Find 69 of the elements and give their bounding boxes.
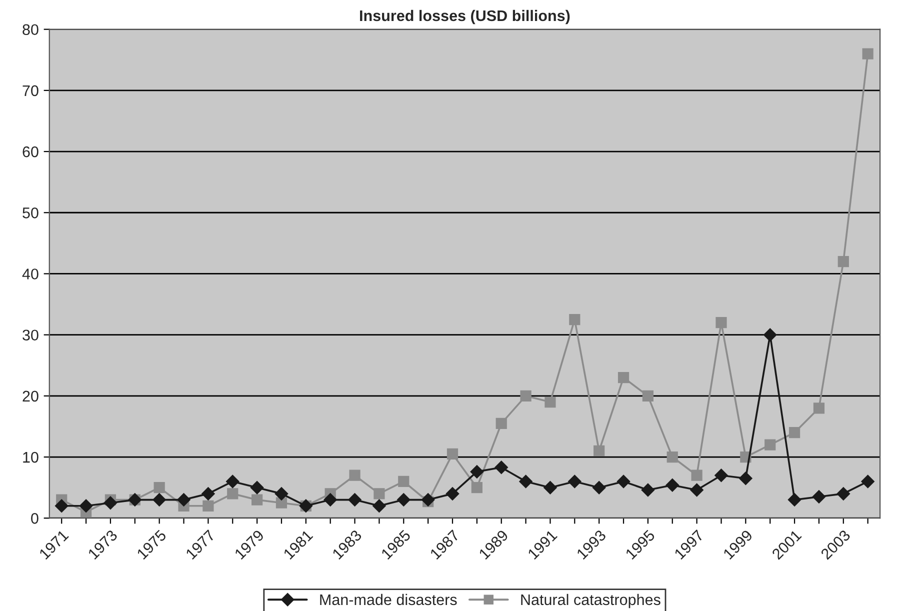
point [813, 402, 825, 414]
y-tick-label: 70 [22, 85, 38, 96]
y-tick-label: 40 [22, 268, 38, 280]
point [666, 478, 679, 492]
legend-label: Man-made disasters [320, 594, 457, 606]
point [592, 480, 606, 494]
point [690, 483, 704, 497]
point [764, 439, 776, 450]
point [544, 480, 557, 494]
point [594, 445, 605, 456]
point [520, 390, 532, 402]
point [838, 256, 849, 268]
point [276, 497, 288, 508]
y-tick-label: 0 [31, 512, 38, 524]
legend-label: Natural catastrophes [521, 594, 660, 608]
point [836, 487, 850, 500]
y-tick-label: 30 [22, 330, 38, 341]
point [544, 396, 556, 408]
point [349, 470, 360, 481]
point [714, 468, 728, 482]
point [788, 493, 802, 506]
point [446, 448, 458, 460]
y-tick-label: 20 [22, 390, 38, 402]
point [154, 482, 165, 494]
point [79, 499, 93, 512]
point [716, 317, 727, 328]
point [446, 487, 460, 500]
chart-title: Insured losses (USD billions) [360, 10, 570, 24]
point [691, 470, 702, 481]
point [618, 372, 630, 384]
point [471, 482, 482, 494]
point [397, 493, 410, 506]
point [861, 474, 874, 488]
point [324, 493, 337, 506]
point [372, 499, 386, 512]
y-tick-label: 80 [22, 24, 38, 36]
point [152, 493, 166, 506]
point [519, 474, 532, 488]
point [641, 483, 655, 497]
point [227, 488, 238, 500]
point [202, 500, 214, 512]
point [470, 465, 484, 478]
point [104, 496, 118, 510]
point [862, 48, 874, 60]
point [569, 314, 580, 326]
point [251, 494, 263, 506]
point [642, 390, 654, 402]
y-tick-label: 60 [22, 146, 38, 158]
point [739, 472, 752, 485]
point [812, 490, 826, 504]
point [616, 474, 630, 488]
point [788, 427, 800, 438]
point [55, 499, 68, 512]
y-tick-label: 10 [23, 452, 38, 463]
point [764, 328, 777, 342]
point [398, 476, 410, 488]
point [202, 487, 215, 500]
point [494, 460, 508, 474]
point [274, 487, 288, 500]
point [568, 474, 582, 488]
point [177, 493, 190, 506]
point [496, 418, 507, 429]
point [374, 488, 385, 500]
point [226, 474, 240, 488]
point [666, 451, 678, 463]
point [250, 480, 264, 494]
point [348, 493, 362, 506]
y-tick-label: 50 [22, 207, 38, 218]
point [421, 493, 435, 506]
